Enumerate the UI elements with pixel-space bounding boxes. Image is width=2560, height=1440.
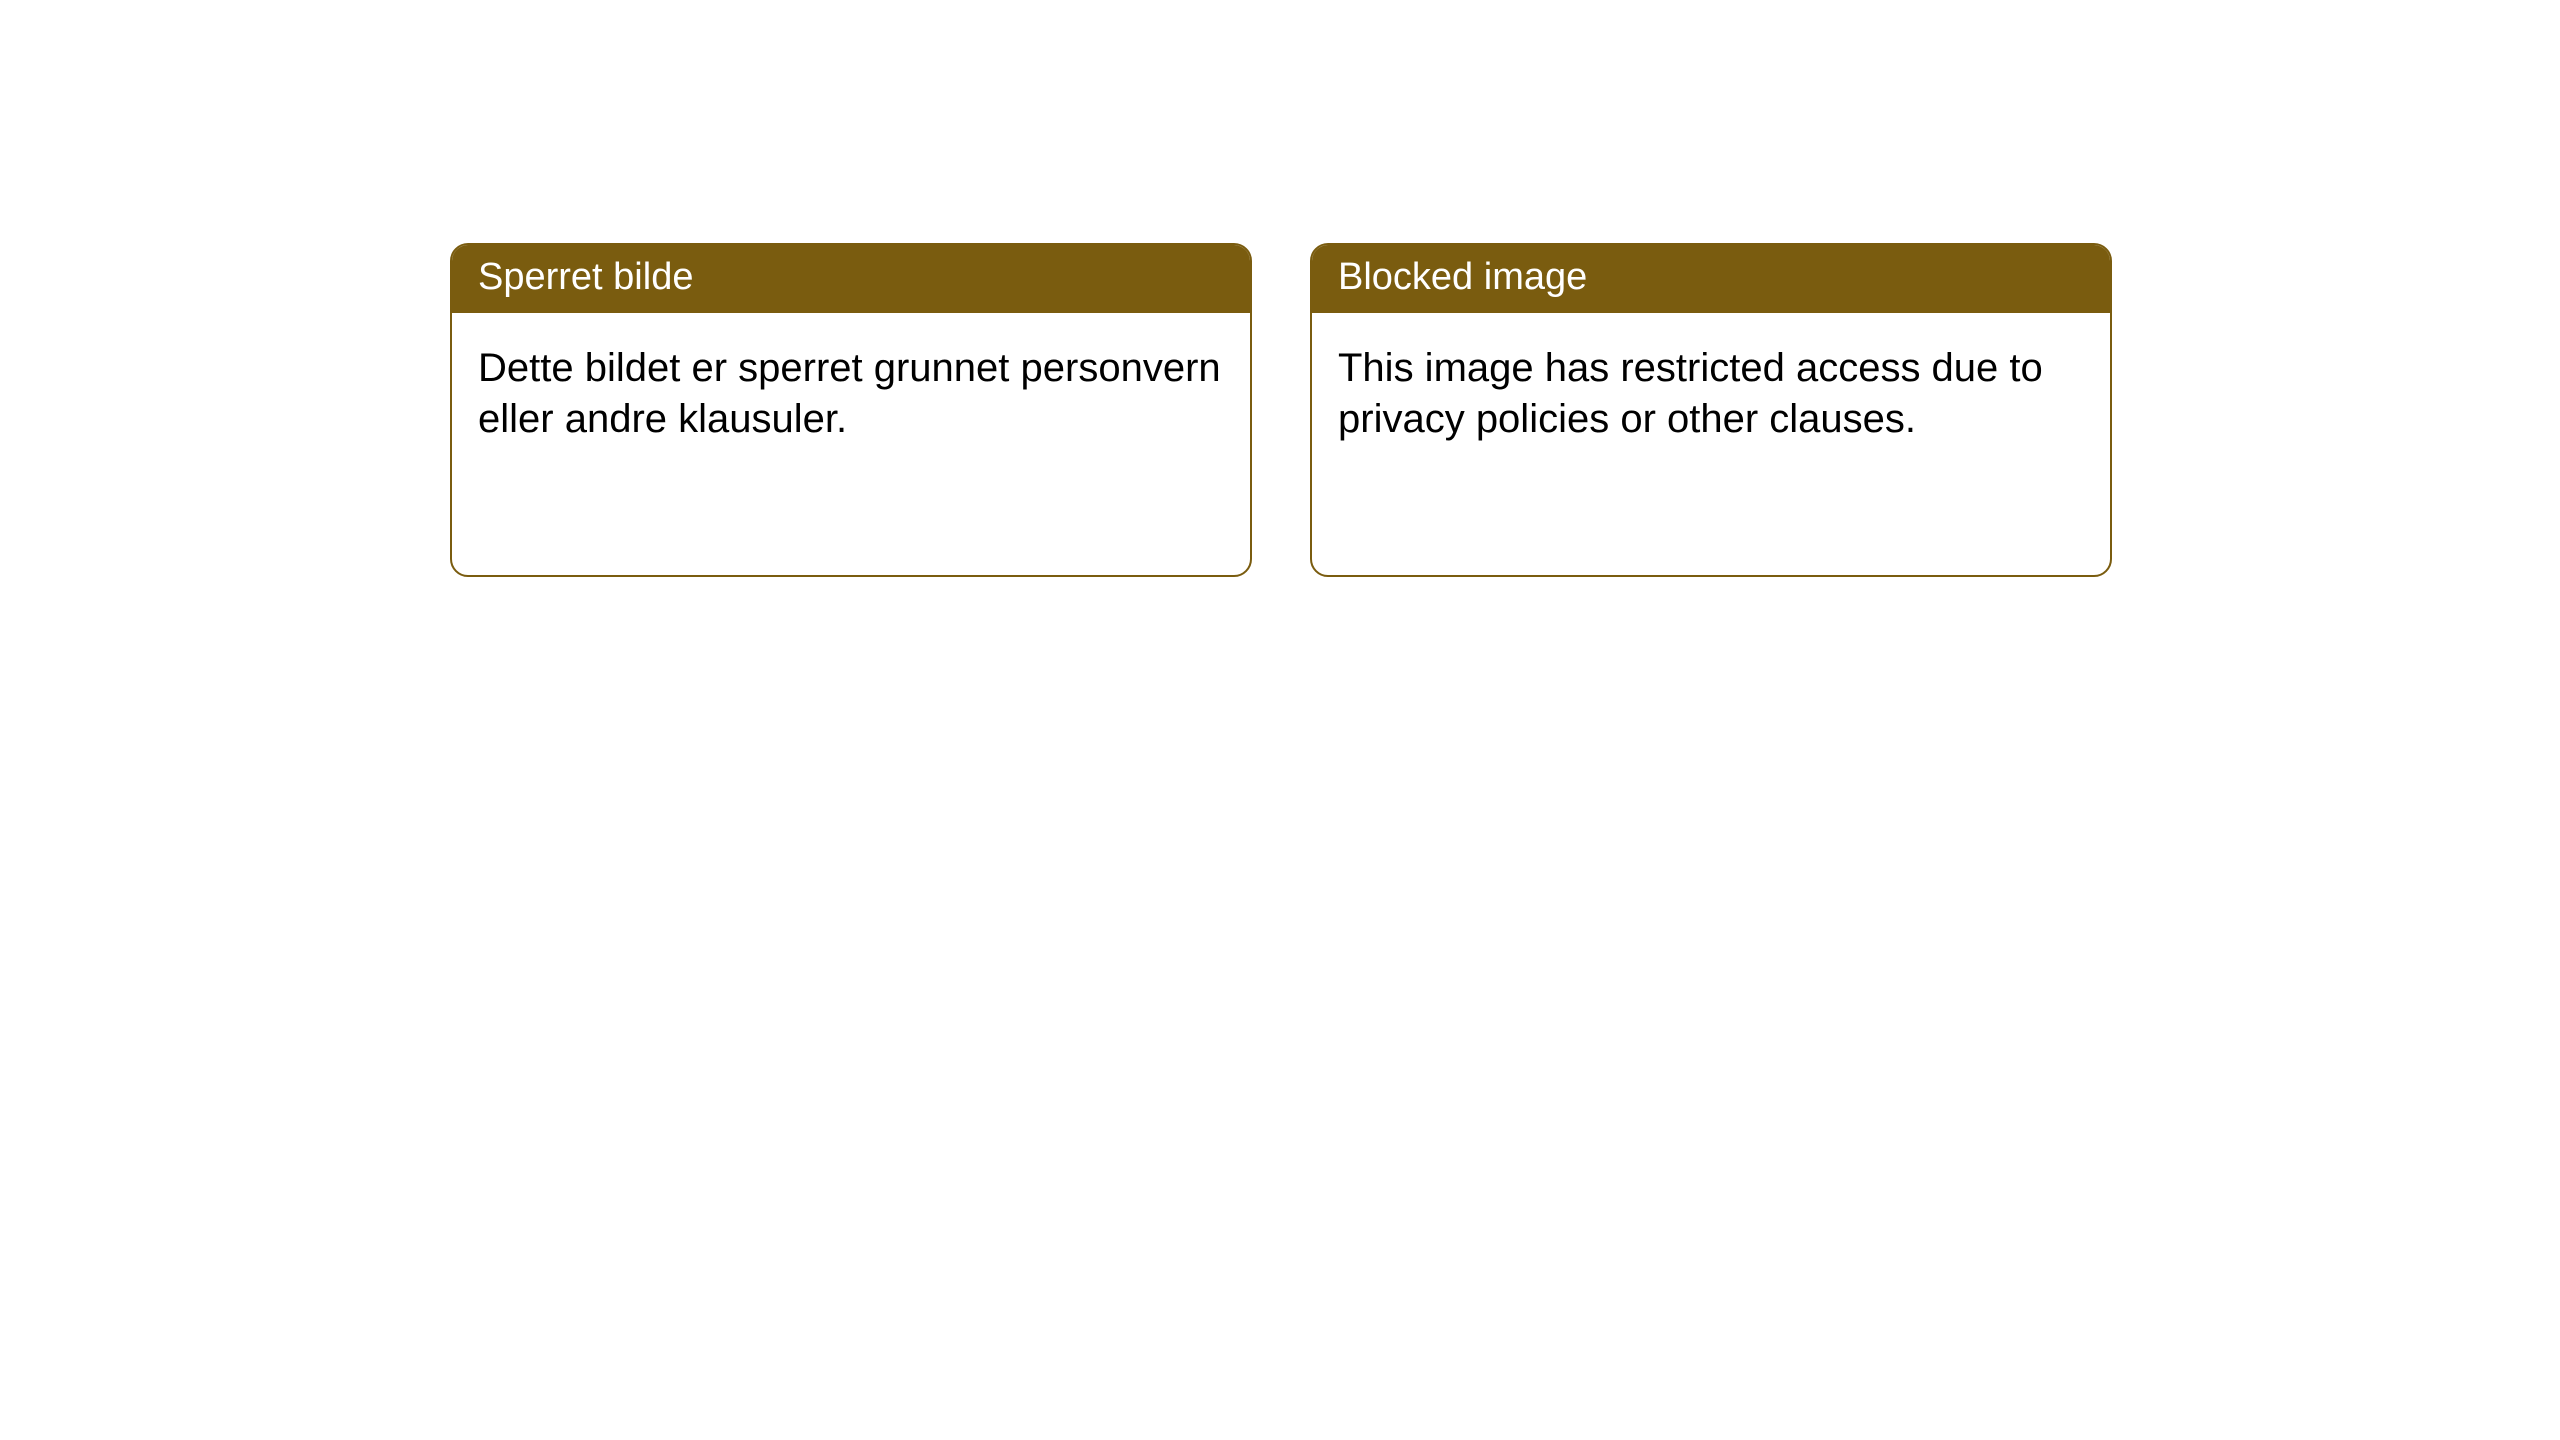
notice-card-english: Blocked image This image has restricted … [1310,243,2112,577]
notice-container: Sperret bilde Dette bildet er sperret gr… [450,243,2112,577]
notice-header-english: Blocked image [1312,245,2110,313]
notice-card-norwegian: Sperret bilde Dette bildet er sperret gr… [450,243,1252,577]
notice-body-english: This image has restricted access due to … [1312,313,2110,471]
notice-header-norwegian: Sperret bilde [452,245,1250,313]
notice-body-norwegian: Dette bildet er sperret grunnet personve… [452,313,1250,471]
